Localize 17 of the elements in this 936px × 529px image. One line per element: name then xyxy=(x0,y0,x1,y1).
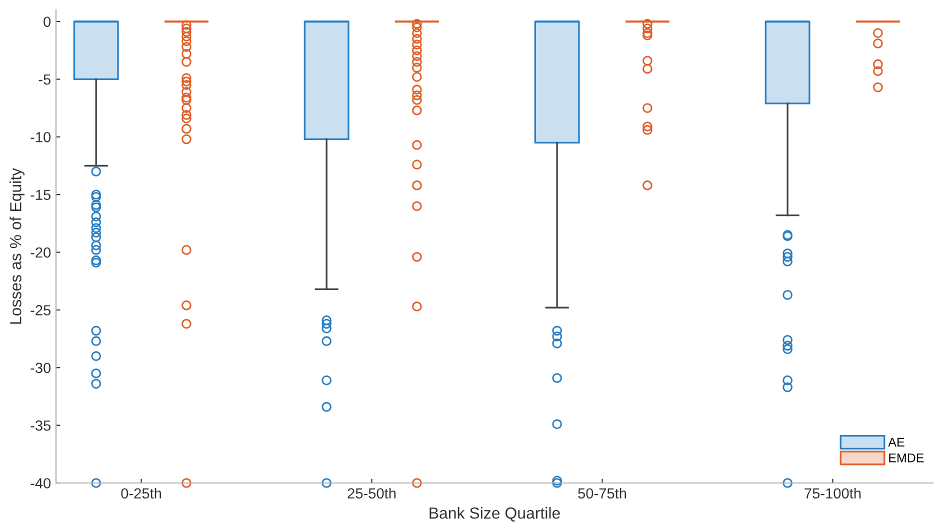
y-tick-label: -40 xyxy=(30,478,51,488)
x-tick-label: 75-100th xyxy=(804,488,861,499)
y-tick-label: -30 xyxy=(30,362,51,374)
y-tick-label: 0 xyxy=(44,16,51,27)
x-tick-label: 0-25th xyxy=(121,488,162,499)
y-tick-label: -35 xyxy=(30,420,51,431)
x-tick-label: 50-75th xyxy=(578,488,626,499)
y-axis-title: Losses as % of Equity xyxy=(10,168,25,324)
x-tick-label: 25-50th xyxy=(348,488,396,499)
y-tick-label: -5 xyxy=(38,74,51,85)
legend-label: EMDE xyxy=(889,454,924,462)
legend-label: AE xyxy=(888,438,904,446)
y-tick-label: -10 xyxy=(30,132,51,142)
y-tick-label: -15 xyxy=(30,190,51,200)
x-axis-title: Bank Size Quartile xyxy=(430,507,560,522)
y-tick-label: -20 xyxy=(30,247,51,258)
y-tick-label: -25 xyxy=(30,305,51,316)
